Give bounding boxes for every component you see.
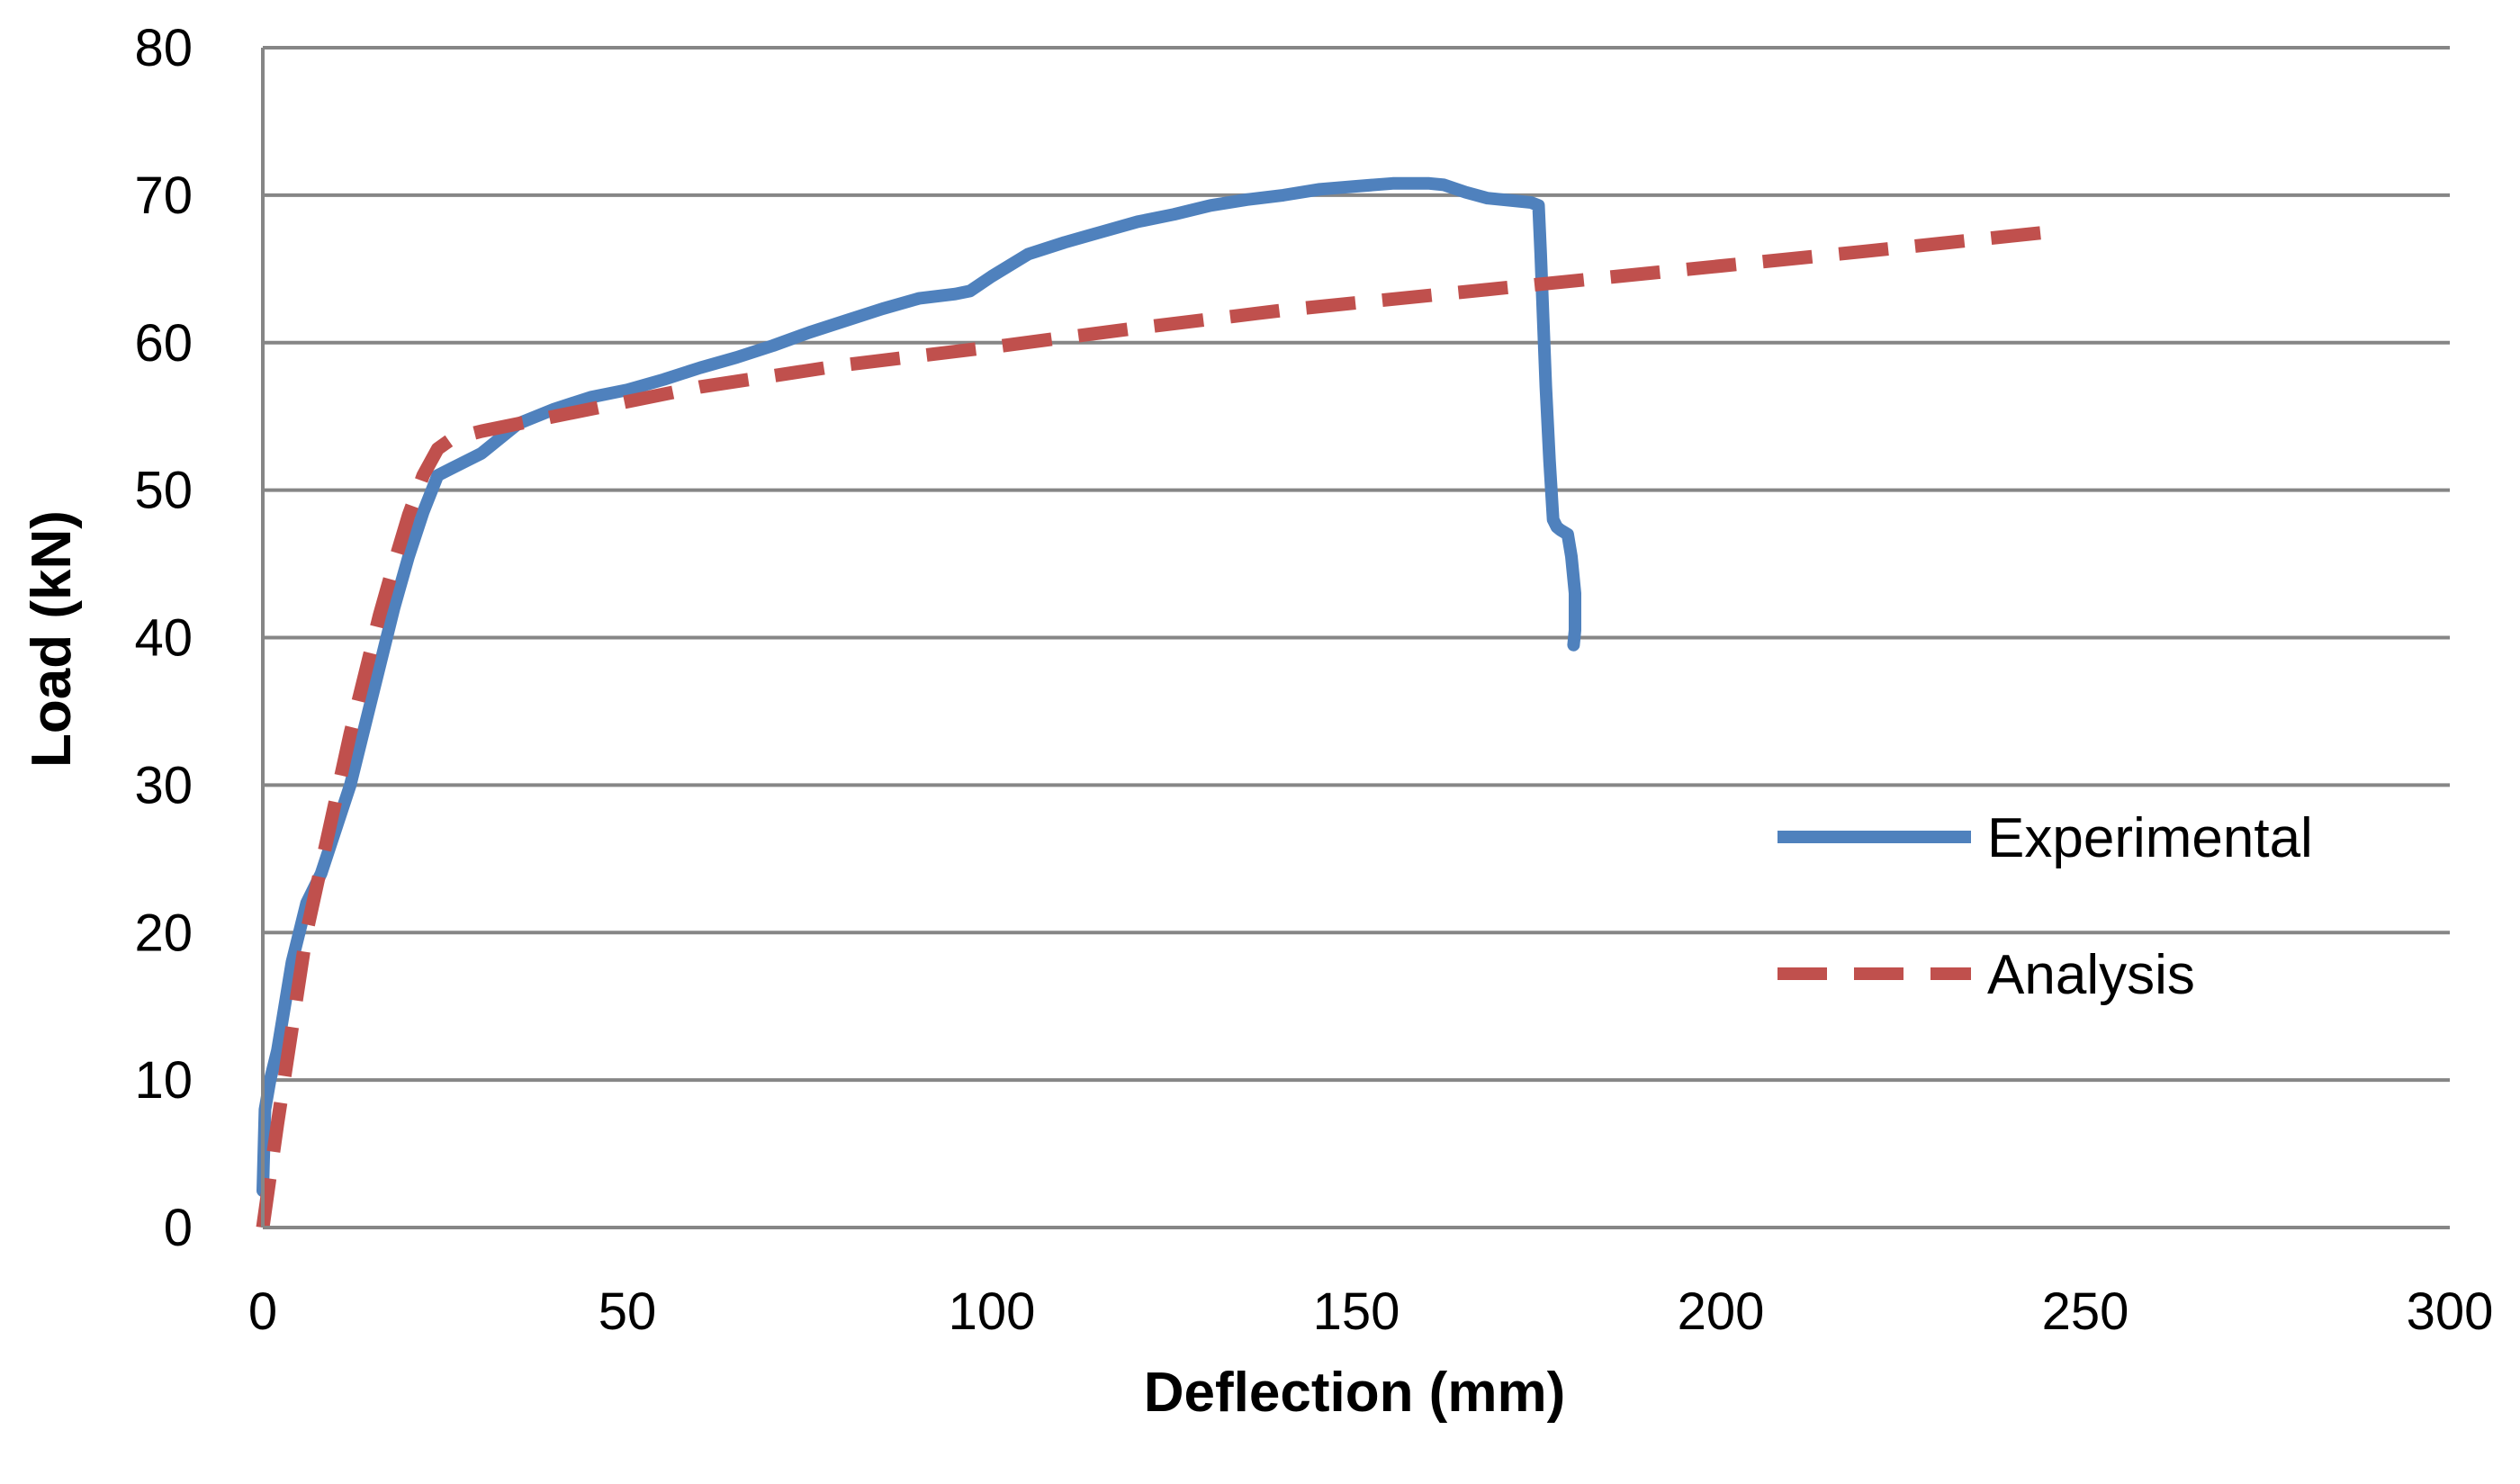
series-line-analysis	[256, 225, 2050, 1229]
y-tick-label: 70	[134, 166, 193, 225]
series-layer	[256, 176, 2050, 1229]
legend: Experimental Analysis	[1778, 807, 2313, 1006]
grid-lines	[263, 46, 2450, 1083]
y-tick-label: 0	[164, 1199, 193, 1257]
tick-labels: 0 10 20 30 40 50 60 70 80 0 50 100 150 200 250 300	[134, 19, 2493, 1341]
series-line-experimental	[256, 176, 1581, 1197]
y-axis-title: Load (kN)	[21, 510, 83, 768]
legend-label-experimental: Experimental	[1987, 807, 2313, 869]
x-tick-label: 150	[1313, 1282, 1400, 1341]
x-tick-label: 50	[598, 1282, 657, 1341]
legend-label-analysis: Analysis	[1987, 944, 2195, 1006]
y-tick-label: 50	[134, 462, 193, 520]
y-tick-label: 20	[134, 904, 193, 962]
y-tick-label: 60	[134, 314, 193, 373]
x-tick-label: 300	[2407, 1282, 2494, 1341]
x-tick-label: 0	[248, 1282, 277, 1341]
y-tick-label: 80	[134, 19, 193, 77]
x-axis-title: Deflection (mm)	[1144, 1362, 1565, 1424]
x-tick-label: 100	[949, 1282, 1036, 1341]
axes	[261, 48, 2450, 1229]
y-tick-label: 10	[134, 1051, 193, 1110]
x-tick-label: 250	[2042, 1282, 2129, 1341]
y-tick-label: 40	[134, 609, 193, 668]
y-tick-label: 30	[134, 756, 193, 814]
x-tick-label: 200	[1678, 1282, 1765, 1341]
